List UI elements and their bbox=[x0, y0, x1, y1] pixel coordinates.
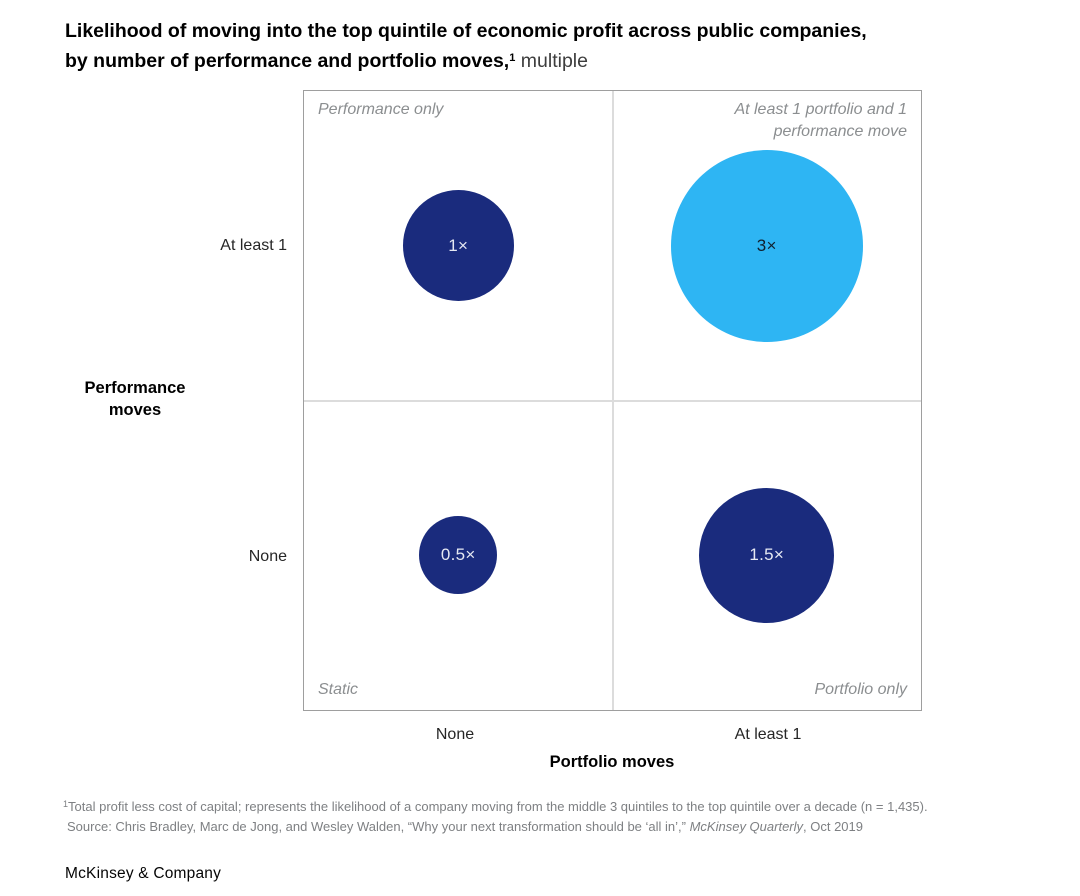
quadrant-label-portfolio-only: Portfolio only bbox=[814, 681, 908, 698]
quadrant-label-performance-only: Performance only bbox=[318, 101, 444, 118]
bubble-0-5x: 0.5× bbox=[419, 516, 498, 595]
footnote-marker: 1 bbox=[63, 799, 69, 809]
footnote: 1Total profit less cost of capital; repr… bbox=[63, 795, 1075, 836]
y-tick-none: None bbox=[248, 548, 287, 565]
y-axis-title: Performance moves bbox=[84, 379, 186, 419]
title-footnote-marker: 1 bbox=[509, 52, 516, 64]
x-tick-at-least-1: At least 1 bbox=[734, 726, 802, 743]
title-unit-label: multiple bbox=[515, 50, 588, 72]
quadrant-label-static: Static bbox=[318, 681, 359, 698]
bubble-1-5x: 1.5× bbox=[699, 487, 835, 623]
plot-area: Performance only At least 1 portfolio an… bbox=[303, 90, 922, 711]
quadrant-label-portfolio-and-performance: At least 1 portfolio and 1 performance m… bbox=[734, 101, 907, 140]
chart-title: Likelihood of moving into the top quinti… bbox=[65, 18, 867, 75]
brand-wordmark: McKinsey & Company bbox=[65, 865, 222, 882]
footnote-line1: 1Total profit less cost of capital; repr… bbox=[63, 799, 928, 814]
title-line1: Likelihood of moving into the top quinti… bbox=[65, 20, 867, 42]
horizontal-divider bbox=[304, 399, 921, 402]
y-tick-at-least-1: At least 1 bbox=[220, 237, 287, 254]
bubble-3x: 3× bbox=[670, 149, 863, 342]
x-tick-none: None bbox=[435, 726, 475, 743]
title-line2: by number of performance and portfolio m… bbox=[65, 50, 510, 72]
bubble-1x: 1× bbox=[402, 190, 514, 302]
footnote-source: Source: Chris Bradley, Marc de Jong, and… bbox=[67, 818, 863, 834]
x-axis-title: Portfolio moves bbox=[549, 753, 675, 771]
